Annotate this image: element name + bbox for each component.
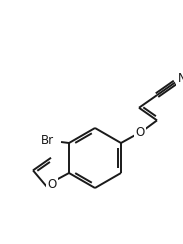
Text: Br: Br [40, 134, 54, 148]
Text: O: O [47, 179, 57, 192]
Text: N: N [178, 72, 183, 85]
Text: O: O [135, 125, 145, 139]
